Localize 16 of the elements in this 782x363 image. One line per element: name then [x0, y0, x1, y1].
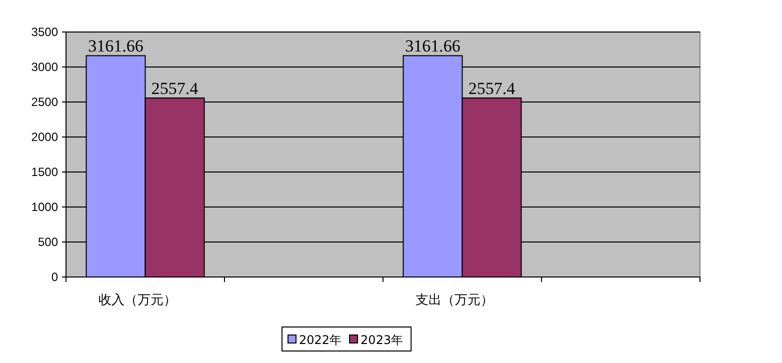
y-tick-label: 2500: [31, 95, 58, 109]
data-label: 3161.66: [405, 36, 460, 56]
y-tick-label: 500: [38, 235, 58, 249]
y-tick-label: 2000: [31, 130, 58, 144]
legend-label: 2023年: [360, 333, 404, 347]
x-tick-label: 收入（万元）: [98, 293, 176, 308]
y-tick-label: 3500: [31, 25, 58, 39]
data-label: 3161.66: [88, 36, 144, 56]
y-tick-label: 0: [51, 270, 58, 284]
legend-label: 2022年: [299, 333, 342, 347]
y-tick-label: 1000: [31, 200, 58, 214]
data-label: 2557.4: [151, 78, 199, 98]
y-tick-label: 3000: [31, 60, 58, 74]
data-label: 2557.4: [468, 78, 516, 98]
y-tick-label: 1500: [31, 165, 58, 179]
x-tick-label: 支出（万元）: [415, 293, 494, 308]
